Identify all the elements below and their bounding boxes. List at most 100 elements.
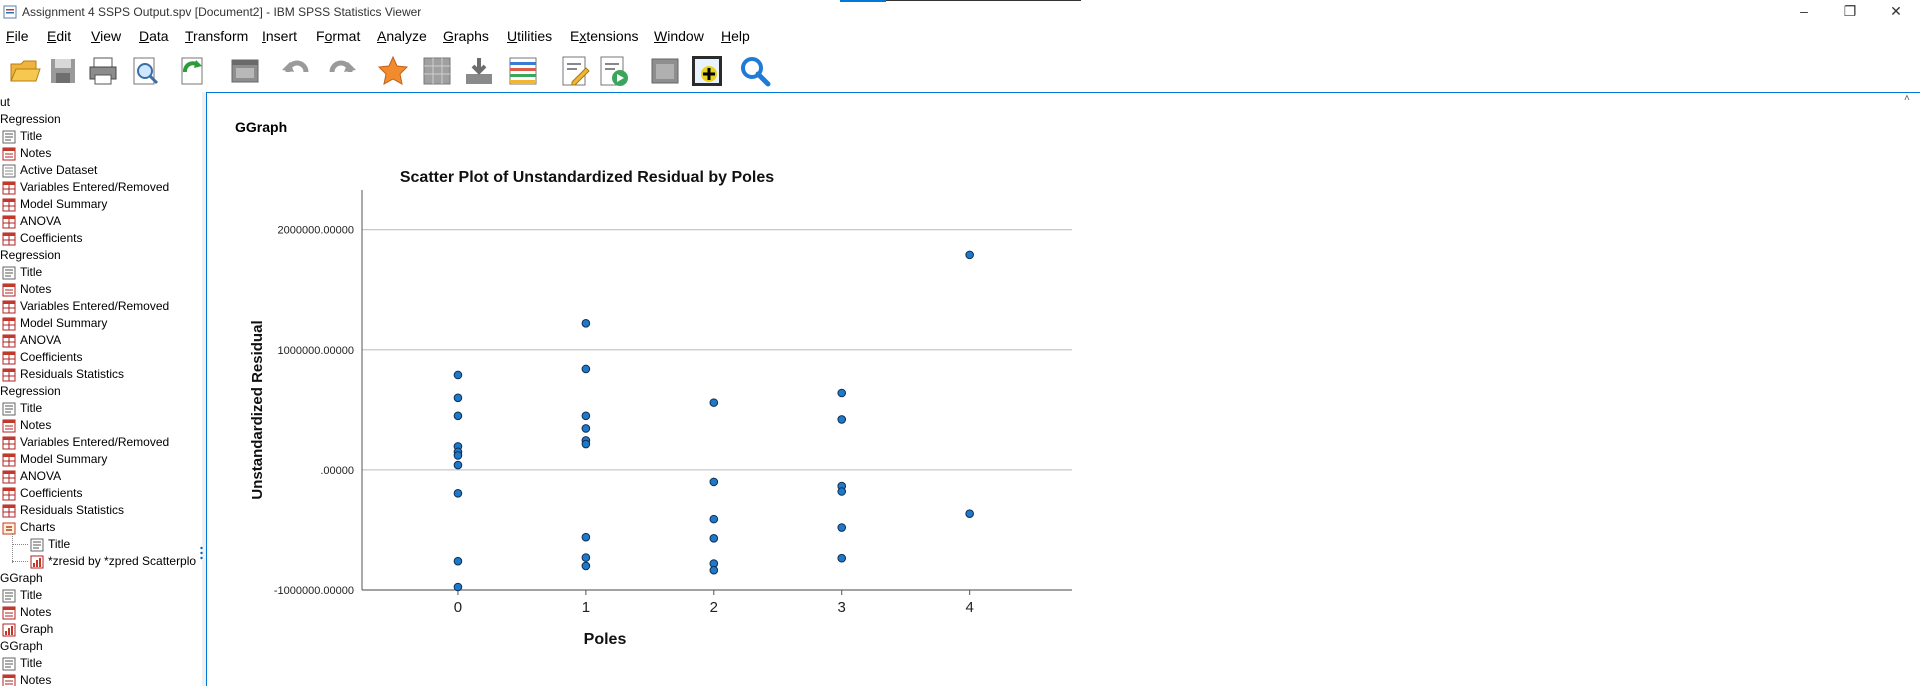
export-icon[interactable] — [176, 54, 210, 88]
redo-icon[interactable] — [324, 54, 358, 88]
goto-variable-icon[interactable] — [462, 54, 496, 88]
data-point[interactable] — [453, 582, 463, 592]
data-point[interactable] — [581, 532, 591, 542]
outline-item[interactable]: Model Summary — [2, 196, 107, 213]
data-point[interactable] — [837, 487, 847, 496]
menu-format[interactable]: Format — [316, 28, 361, 44]
data-point[interactable] — [453, 451, 463, 460]
recall-dialog-icon[interactable] — [228, 54, 262, 88]
data-point[interactable] — [453, 489, 463, 498]
menu-utilities[interactable]: Utilities — [507, 28, 553, 44]
data-point[interactable] — [581, 424, 591, 433]
outline-item[interactable]: Notes — [2, 417, 51, 434]
data-point[interactable] — [837, 415, 847, 424]
data-point[interactable] — [965, 250, 974, 260]
run-script-icon[interactable] — [596, 54, 630, 88]
pane-splitter[interactable] — [202, 92, 206, 686]
outline-item[interactable]: Charts — [2, 519, 55, 536]
data-point[interactable] — [709, 514, 719, 524]
data-point[interactable] — [837, 523, 847, 532]
menu-file[interactable]: File — [6, 28, 29, 44]
menu-edit[interactable]: Edit — [47, 28, 72, 44]
designate-window-icon[interactable] — [648, 54, 682, 88]
insert-chart-icon[interactable] — [690, 54, 724, 88]
outline-item[interactable]: *zresid by *zpred Scatterplo — [12, 553, 196, 570]
menu-help[interactable]: Help — [721, 28, 750, 44]
data-point[interactable] — [709, 477, 719, 487]
data-point[interactable] — [581, 411, 591, 421]
menu-data[interactable]: Data — [139, 28, 169, 44]
data-point[interactable] — [581, 319, 591, 328]
goto-data-icon[interactable] — [376, 54, 410, 88]
data-point[interactable] — [453, 411, 463, 421]
data-point[interactable] — [453, 460, 463, 470]
data-point[interactable] — [709, 398, 719, 407]
open-icon[interactable] — [8, 54, 42, 88]
print-icon[interactable] — [86, 54, 120, 88]
data-point[interactable] — [453, 370, 463, 380]
outline-item[interactable]: Model Summary — [2, 315, 107, 332]
menu-insert[interactable]: Insert — [262, 28, 298, 44]
outline-item[interactable]: Notes — [2, 604, 51, 621]
outline-item[interactable]: Title — [2, 128, 42, 145]
data-point[interactable] — [709, 565, 719, 575]
print-preview-icon[interactable] — [128, 54, 162, 88]
data-point[interactable] — [453, 556, 463, 566]
data-point[interactable] — [837, 388, 847, 398]
outline-item[interactable]: Variables Entered/Removed — [2, 179, 169, 196]
data-point[interactable] — [581, 364, 591, 374]
outline-item[interactable]: Title — [2, 400, 42, 417]
outline-item[interactable]: ut — [0, 94, 10, 111]
outline-item[interactable]: GGraph — [0, 570, 43, 587]
data-point[interactable] — [581, 439, 591, 449]
menu-extensions[interactable]: Extensions — [570, 28, 639, 44]
menu-window[interactable]: Window — [654, 28, 704, 44]
outline-item[interactable]: Notes — [2, 281, 51, 298]
outline-item[interactable]: Title — [12, 536, 70, 553]
outline-item[interactable]: Residuals Statistics — [2, 502, 124, 519]
outline-item[interactable]: ANOVA — [2, 213, 61, 230]
menu-analyze[interactable]: Analyze — [377, 28, 427, 44]
outline-item[interactable]: Title — [2, 264, 42, 281]
outline-item[interactable]: Regression — [0, 247, 61, 264]
menu-transform[interactable]: Transform — [185, 28, 249, 44]
save-icon[interactable] — [46, 54, 80, 88]
outline-item[interactable]: Coefficients — [2, 349, 82, 366]
data-point[interactable] — [581, 553, 591, 562]
restore-button[interactable]: ❐ — [1827, 0, 1873, 22]
outline-item[interactable]: Title — [2, 655, 42, 672]
outline-item[interactable]: Coefficients — [2, 230, 82, 247]
minimize-button[interactable]: – — [1781, 0, 1827, 22]
splitter-handle-icon[interactable] — [200, 546, 203, 560]
outline-item[interactable]: ANOVA — [2, 332, 61, 349]
outline-item[interactable]: ANOVA — [2, 468, 61, 485]
outline-item[interactable]: GGraph — [0, 638, 43, 655]
data-point[interactable] — [837, 553, 847, 563]
outline-item[interactable]: Variables Entered/Removed — [2, 434, 169, 451]
outline-item[interactable]: Notes — [2, 672, 51, 686]
search-icon[interactable] — [738, 54, 772, 88]
outline-item[interactable]: Title — [2, 587, 42, 604]
data-point[interactable] — [709, 534, 719, 543]
close-button[interactable]: ✕ — [1873, 0, 1919, 22]
outline-item[interactable]: Regression — [0, 111, 61, 128]
outline-item[interactable]: Regression — [0, 383, 61, 400]
outline-item[interactable]: Model Summary — [2, 451, 107, 468]
outline-item[interactable]: Notes — [2, 145, 51, 162]
scatter-chart[interactable]: 2000000.00000 1000000.00000 .00000 -1000000… — [230, 160, 1090, 660]
data-point[interactable] — [453, 393, 463, 403]
outline-item[interactable]: Variables Entered/Removed — [2, 298, 169, 315]
data-point[interactable] — [965, 509, 974, 519]
variables-icon[interactable] — [506, 54, 540, 88]
outline-item[interactable]: Active Dataset — [2, 162, 97, 179]
menu-view[interactable]: View — [91, 28, 122, 44]
output-content-pane[interactable] — [206, 92, 1920, 686]
undo-icon[interactable] — [280, 54, 314, 88]
outline-item[interactable]: Residuals Statistics — [2, 366, 124, 383]
outline-item[interactable]: Coefficients — [2, 485, 82, 502]
menu-graphs[interactable]: Graphs — [443, 28, 489, 44]
collapse-up-icon[interactable]: ˄ — [1904, 93, 1910, 104]
data-point[interactable] — [581, 561, 591, 571]
goto-case-icon[interactable] — [420, 54, 454, 88]
output-title-icon[interactable] — [558, 54, 592, 88]
